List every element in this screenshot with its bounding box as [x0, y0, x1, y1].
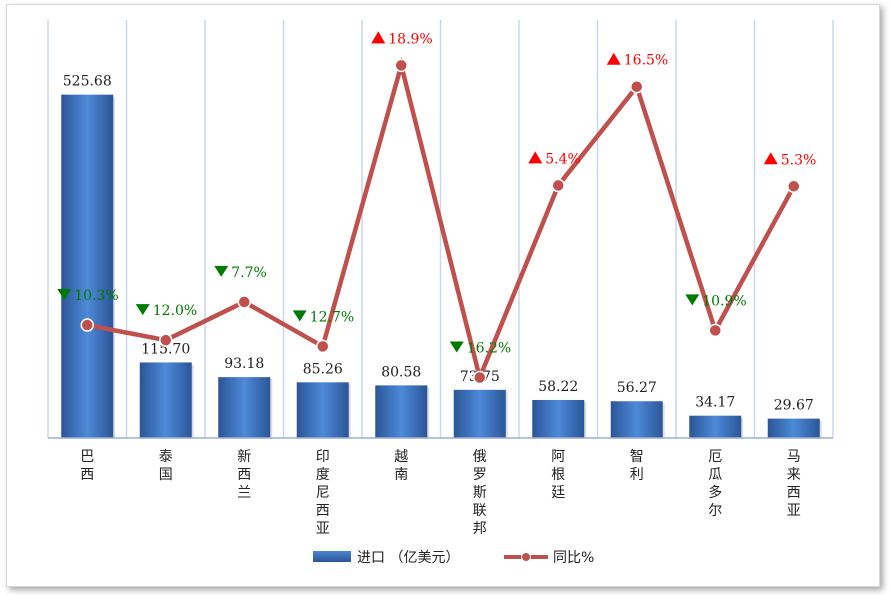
category-label: 越南: [394, 449, 408, 483]
bar: [375, 385, 428, 438]
line-value-label: 10.3%: [74, 288, 118, 304]
line-value-label: 5.3%: [781, 152, 817, 168]
up-arrow-icon: [606, 52, 621, 65]
category-label: 厄瓜多尔: [708, 449, 722, 519]
up-arrow-icon: [371, 31, 386, 44]
line-point: [473, 370, 487, 385]
category-label: 智利: [630, 449, 644, 483]
line-point: [708, 323, 722, 338]
legend-bar-swatch: [313, 551, 351, 562]
category-label: 巴西: [80, 449, 94, 483]
bar-value-label: 115.70: [141, 341, 190, 357]
line-value-label: 18.9%: [388, 31, 432, 47]
line-value-label: 16.2%: [467, 341, 511, 357]
line-path: [86, 56, 796, 385]
down-arrow-icon: [214, 265, 229, 277]
bar: [453, 389, 506, 438]
line-value-label: 16.5%: [624, 53, 668, 69]
bar: [296, 382, 349, 438]
bar: [767, 418, 820, 438]
line-point: [394, 58, 408, 73]
line-value-label: 12.7%: [310, 309, 354, 325]
up-arrow-icon: [528, 151, 543, 164]
bar-value-label: 80.58: [381, 364, 421, 380]
line-point: [787, 179, 801, 194]
bar-value-label: 56.27: [617, 380, 657, 396]
bar: [532, 399, 585, 438]
line-value-label: 7.7%: [231, 265, 267, 281]
line-point: [551, 178, 565, 193]
down-arrow-icon: [685, 294, 700, 306]
line-point: [159, 333, 173, 347]
bar: [610, 401, 663, 438]
line-value-labels: 10.3% 12.0% 7.7% 12.7% 18.9% 16.2% 5.4% 16.5% 10…: [57, 31, 817, 357]
line-point: [80, 318, 94, 332]
line-series: [80, 56, 801, 385]
line-point: [630, 79, 644, 94]
legend-line-label: 同比%: [553, 550, 594, 566]
down-arrow-icon: [135, 304, 150, 316]
bar-value-label: 525.68: [63, 74, 112, 90]
line-value-label: 10.9%: [702, 293, 746, 309]
legend-line-marker: [521, 552, 531, 562]
bar-value-labels: 525.68115.7093.1885.2680.5873.7558.2256.…: [63, 74, 814, 414]
line-point: [237, 295, 251, 309]
bar-value-label: 29.67: [774, 398, 814, 414]
bar: [689, 415, 742, 438]
bar-value-label: 93.18: [224, 356, 264, 372]
line-value-label: 12.0%: [153, 303, 197, 319]
bar: [61, 94, 114, 438]
category-label: 泰国: [159, 449, 173, 483]
bar-value-label: 34.17: [695, 395, 735, 411]
bar-series: [61, 94, 822, 438]
line-point: [316, 339, 330, 354]
category-labels: 巴西 泰国 新西兰 印度尼西亚 越南 俄罗斯联邦 阿根廷 智利 厄瓜多尔 马来西亚: [80, 449, 801, 537]
down-arrow-icon: [57, 289, 72, 301]
legend: 进口 （亿美元） 同比%: [313, 550, 594, 566]
bar: [139, 362, 192, 438]
line-value-label: 5.4%: [545, 151, 581, 167]
category-label: 印度尼西亚: [316, 449, 330, 537]
bar: [218, 377, 271, 438]
bar-value-label: 85.26: [303, 361, 343, 377]
category-label: 新西兰: [237, 449, 251, 501]
category-label: 俄罗斯联邦: [473, 449, 487, 537]
category-label: 马来西亚: [787, 449, 801, 519]
up-arrow-icon: [763, 152, 778, 165]
legend-bar-label: 进口 （亿美元）: [357, 550, 459, 566]
down-arrow-icon: [449, 341, 464, 353]
bar-value-label: 58.22: [538, 379, 578, 395]
down-arrow-icon: [292, 310, 307, 322]
category-label: 阿根廷: [551, 449, 565, 501]
